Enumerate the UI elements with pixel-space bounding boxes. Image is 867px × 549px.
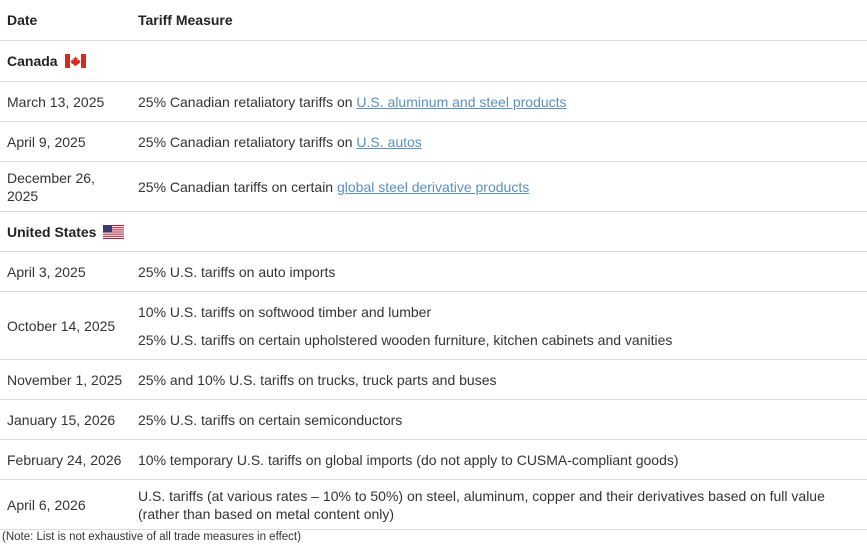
table-row: April 3, 2025 25% U.S. tariffs on auto i… — [0, 252, 867, 292]
row-measure: 10% temporary U.S. tariffs on global imp… — [138, 451, 679, 468]
us-flag-icon — [103, 224, 125, 239]
row-date: October 14, 2025 — [7, 317, 116, 334]
measure-text: 25% Canadian tariffs on certain — [138, 178, 337, 195]
table-row: January 15, 2026 25% U.S. tariffs on cer… — [0, 400, 867, 440]
row-date: February 24, 2026 — [7, 451, 122, 468]
row-date: November 1, 2025 — [7, 371, 123, 388]
measure-text: 25% Canadian retaliatory tariffs on — [138, 93, 357, 110]
section-label-us: United States — [0, 223, 125, 241]
section-title: Canada — [7, 53, 58, 69]
row-date: April 9, 2025 — [7, 133, 86, 150]
measure-link[interactable]: global steel derivative products — [336, 178, 530, 195]
table-footnote: (Note: List is not exhaustive of all tra… — [2, 531, 301, 543]
section-row-canada: Canada — [0, 41, 867, 82]
table-row: November 1, 2025 25% and 10% U.S. tariff… — [0, 360, 867, 400]
measure-text: 10% U.S. tariffs on softwood timber and … — [138, 303, 432, 320]
row-measure: 25% Canadian retaliatory tariffs on U.S.… — [138, 133, 867, 151]
section-title: United States — [7, 223, 97, 240]
tariff-table: Date Tariff Measure Canada March 13, 202… — [0, 0, 867, 530]
row-date: April 6, 2026 — [7, 496, 86, 513]
canada-flag-icon — [64, 54, 86, 68]
row-measure: U.S. tariffs (at various rates – 10% to … — [138, 487, 825, 522]
section-row-us: United States — [0, 212, 867, 252]
header-measure: Tariff Measure — [138, 12, 233, 28]
row-measure: 25% U.S. tariffs on certain semiconducto… — [138, 411, 403, 428]
measure-text: 25% Canadian retaliatory tariffs on — [138, 133, 357, 150]
row-date: December 26, 2025 — [7, 169, 95, 204]
row-measure: 10% U.S. tariffs on softwood timber and … — [138, 303, 867, 349]
measure-link[interactable]: U.S. aluminum and steel products — [356, 93, 567, 110]
row-measure: 25% and 10% U.S. tariffs on trucks, truc… — [138, 371, 497, 388]
table-row: April 6, 2026 U.S. tariffs (at various r… — [0, 480, 867, 530]
row-date: April 3, 2025 — [7, 263, 86, 280]
row-date: March 13, 2025 — [7, 93, 105, 110]
row-measure: 25% Canadian tariffs on certain global s… — [138, 178, 867, 196]
measure-text: 25% U.S. tariffs on certain upholstered … — [138, 331, 673, 348]
table-row: April 9, 2025 25% Canadian retaliatory t… — [0, 122, 867, 162]
row-measure: 25% Canadian retaliatory tariffs on U.S.… — [138, 93, 867, 111]
table-header-row: Date Tariff Measure — [0, 0, 867, 41]
table-row: October 14, 2025 10% U.S. tariffs on sof… — [0, 292, 867, 360]
table-row: February 24, 2026 10% temporary U.S. tar… — [0, 440, 867, 480]
header-date: Date — [7, 12, 38, 28]
table-row: March 13, 2025 25% Canadian retaliatory … — [0, 82, 867, 122]
section-label-canada: Canada — [0, 52, 86, 70]
table-row: December 26, 2025 25% Canadian tariffs o… — [0, 162, 867, 212]
row-date: January 15, 2026 — [7, 411, 116, 428]
row-measure: 25% U.S. tariffs on auto imports — [138, 263, 336, 280]
measure-link[interactable]: U.S. autos — [356, 133, 422, 150]
